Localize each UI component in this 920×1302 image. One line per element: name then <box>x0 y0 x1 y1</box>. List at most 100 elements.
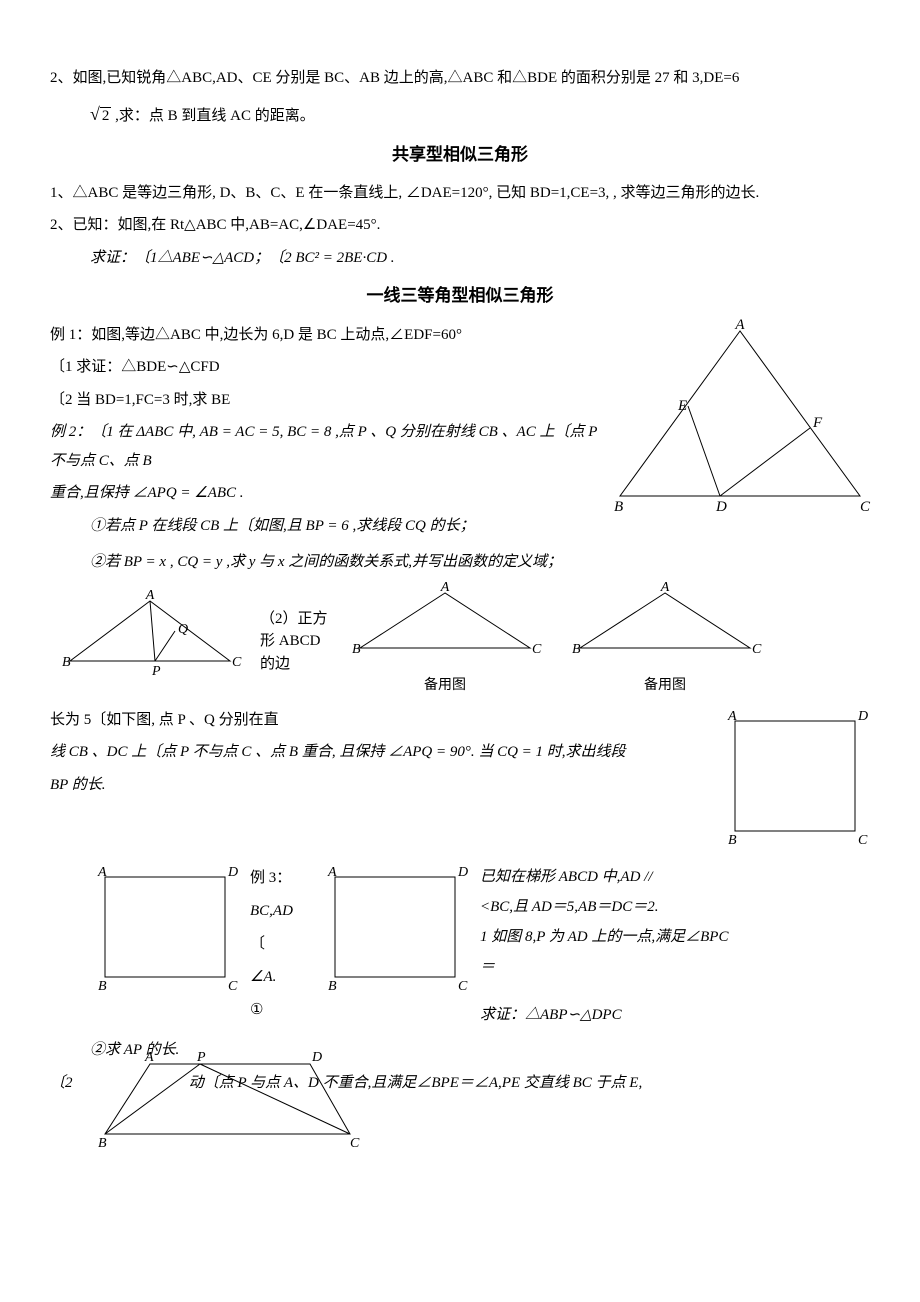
tpq-a: A <box>145 588 155 603</box>
shared-q2-proof-text: 求证：〔1△ABE∽△ACD；〔2 BC² = 2BE·CD . <box>90 250 395 266</box>
figure-square-right: A D B C <box>720 706 870 857</box>
heading-three-equal: 一线三等角型相似三角形 <box>50 280 870 312</box>
ex3-d: ∠A. <box>250 961 310 994</box>
label-d: D <box>715 499 727 515</box>
sqr-b: B <box>728 833 737 848</box>
figure-trapezoid: A P D B C <box>90 1049 360 1160</box>
tb2-b: B <box>572 642 581 657</box>
sq2-a: A <box>327 865 337 880</box>
ex2-q1-text: ①若点 P 在线段 CB 上〔如图,且 BP = 6 ,求线段 CQ 的长； <box>90 518 475 534</box>
trap-bp <box>105 1064 200 1134</box>
ex3-c: 〔 <box>250 928 310 961</box>
label-c: C <box>860 499 871 515</box>
ex3-r4: 求证：△ABP∽△DPC <box>480 1000 740 1030</box>
sqr-d: D <box>857 709 868 724</box>
label-e: E <box>677 398 687 414</box>
tpq-q: Q <box>178 622 188 637</box>
sqrt-sign: √ <box>90 104 100 124</box>
trap-a: A <box>144 1050 154 1065</box>
tri-backup1-wrap: A B C 备用图 <box>340 583 550 700</box>
svg-sq-left2: A D B C <box>320 862 470 992</box>
sqr-c: C <box>858 833 868 848</box>
sq-right-rect <box>735 721 855 831</box>
tpq-p: P <box>151 664 161 679</box>
trap-block: 〔2 动〔点 P 与点 A、D 不重合,且满足∠BPE＝∠A,PE 交直线 BC… <box>50 1069 870 1098</box>
mid-text-col: （2）正方形 ABCD 的边 <box>260 608 330 676</box>
sq2-d: D <box>457 865 468 880</box>
trap-c: C <box>350 1136 360 1151</box>
problem-2-line1: 2、如图,已知锐角△ABC,AD、CE 分别是 BC、AB 边上的高,△ABC … <box>50 64 870 93</box>
trap-cp <box>200 1064 350 1134</box>
p1b-post: ,求：点 B 到直线 AC 的距离。 <box>111 108 314 124</box>
tpq-b: B <box>62 655 71 670</box>
trap-p: P <box>196 1050 206 1065</box>
tpq-c: C <box>232 655 242 670</box>
ex3-a: 例 3： <box>250 862 310 895</box>
trap-b: B <box>98 1136 107 1151</box>
tb1-c: C <box>532 642 542 657</box>
tb2-a: A <box>660 580 670 595</box>
svg-sq-left1: A D B C <box>90 862 240 992</box>
line-df <box>720 428 810 496</box>
tri-pq-outline <box>70 601 230 661</box>
tb1-b: B <box>352 642 361 657</box>
sqrt-val: 2 <box>100 107 112 124</box>
svg-big-triangle: A E F B D C <box>610 321 870 511</box>
tb1-a: A <box>440 580 450 595</box>
svg-tri-backup1: A B C <box>340 583 550 663</box>
ex2-line1-text: 例 2：〔1 在 ΔABC 中, AB = AC = 5, BC = 8 ,点 … <box>50 424 597 469</box>
ex3-col2: 已知在梯形 ABCD 中,AD // <BC,且 AD＝5,AB＝DC＝2. 1… <box>480 862 740 1030</box>
shared-q1: 1、△ABC 是等边三角形, D、B、C、E 在一条直线上, ∠DAE=120°… <box>50 179 870 208</box>
ex2-q2-text: ②若 BP = x , CQ = y ,求 y 与 x 之间的函数关系式,并写出… <box>90 554 562 570</box>
sq2-c: C <box>458 979 468 994</box>
sq-left2-wrap: A D B C <box>320 862 470 1003</box>
trap-d: D <box>311 1050 322 1065</box>
sq1-a: A <box>97 865 107 880</box>
cap-backup2: 备用图 <box>560 673 770 700</box>
example1-block: A E F B D C 例 1：如图,等边△ABC 中,边长为 6,D 是 BC… <box>50 321 870 545</box>
square-block: A D B C 长为 5〔如下图, 点 P 、Q 分别在直 线 CB 、DC 上… <box>50 706 870 857</box>
sq1-b: B <box>98 979 107 994</box>
tri-pq-wrap: A Q B P C <box>50 591 250 692</box>
ex3-r2: <BC,且 AD＝5,AB＝DC＝2. <box>480 892 740 922</box>
ex3-gap <box>480 982 740 1000</box>
shared-q2: 2、已知：如图,在 Rt△ABC 中,AB=AC,∠DAE=45°. <box>50 211 870 240</box>
line-pa <box>150 601 155 661</box>
line-pq <box>155 631 175 661</box>
three-triangles-row: A Q B P C （2）正方形 ABCD 的边 A B C 备用图 A B C… <box>50 583 870 700</box>
heading-shared: 共享型相似三角形 <box>50 139 870 171</box>
line-de <box>688 406 720 496</box>
sq1-c: C <box>228 979 238 994</box>
sq1-rect <box>105 877 225 977</box>
ex2-line2-text: 重合,且保持 ∠APQ = ∠ABC . <box>50 485 244 501</box>
ex3-row: A D B C 例 3： BC,AD 〔 ∠A. ① A D B C 已知在梯形… <box>90 862 870 1030</box>
svg-tri-pq: A Q B P C <box>50 591 250 681</box>
problem-2-line2: √2 ,求：点 B 到直线 AC 的距离。 <box>50 97 870 131</box>
tri-backup2-wrap: A B C 备用图 <box>560 583 770 700</box>
label-a: A <box>734 317 745 333</box>
p5b-text: BP 的长. <box>50 777 106 793</box>
label-f: F <box>812 415 823 431</box>
shared-q2-proof: 求证：〔1△ABE∽△ACD；〔2 BC² = 2BE·CD . <box>50 244 870 273</box>
sq1-d: D <box>227 865 238 880</box>
sq2-b: B <box>328 979 337 994</box>
svg-trapezoid: A P D B C <box>90 1049 360 1149</box>
sq-left1-wrap: A D B C <box>90 862 240 1003</box>
tri-b1-outline <box>360 593 530 648</box>
figure-big-triangle: A E F B D C <box>610 321 870 522</box>
sqr-a: A <box>727 709 737 724</box>
triangle-abc <box>620 331 860 496</box>
tb2-c: C <box>752 642 762 657</box>
label-b: B <box>614 499 623 515</box>
svg-square-right: A D B C <box>720 706 870 846</box>
sq2-rect <box>335 877 455 977</box>
trap-outline <box>105 1064 350 1134</box>
ex3-col1: 例 3： BC,AD 〔 ∠A. ① <box>250 862 310 1027</box>
tri-b2-outline <box>580 593 750 648</box>
ex3-r1: 已知在梯形 ABCD 中,AD // <box>480 862 740 892</box>
p5-text: 线 CB 、DC 上〔点 P 不与点 C 、点 B 重合, 且保持 ∠APQ =… <box>50 744 626 760</box>
svg-tri-backup2: A B C <box>560 583 770 663</box>
ex3-r3: 1 如图 8,P 为 AD 上的一点,满足∠BPC＝ <box>480 922 740 982</box>
ex3-e: ① <box>250 994 310 1027</box>
ex3-b: BC,AD <box>250 895 310 928</box>
